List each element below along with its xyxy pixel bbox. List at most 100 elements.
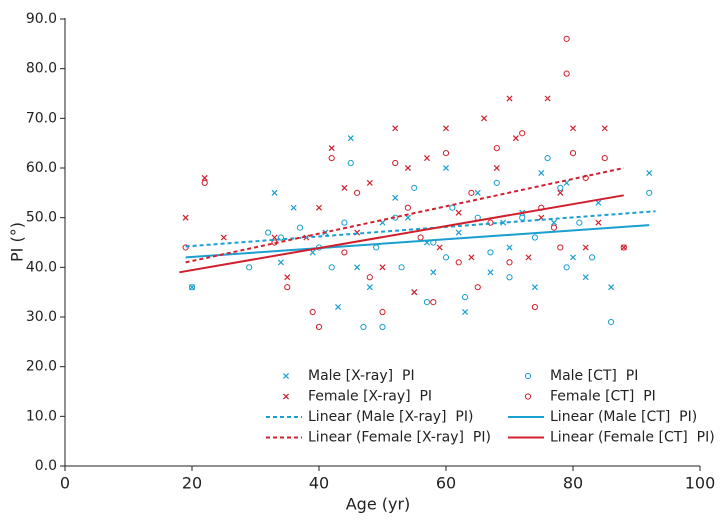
point	[201, 174, 208, 181]
point	[335, 304, 342, 311]
trend-line	[185, 210, 656, 248]
point	[277, 259, 284, 266]
point	[455, 209, 462, 216]
point	[550, 224, 558, 231]
point	[512, 135, 519, 142]
point	[282, 372, 290, 380]
point	[265, 229, 272, 236]
point	[271, 189, 278, 196]
point	[442, 150, 450, 157]
y-axis-label: PI (°)	[8, 222, 27, 262]
point	[506, 259, 513, 266]
point	[328, 145, 335, 152]
point	[354, 189, 361, 196]
point	[392, 194, 399, 201]
point	[557, 189, 564, 196]
point	[474, 189, 481, 196]
x-tick-label: 40	[309, 474, 329, 493]
point	[284, 274, 291, 281]
point	[595, 199, 602, 206]
point	[354, 264, 361, 271]
point	[569, 254, 577, 261]
point	[519, 130, 526, 137]
point	[519, 214, 526, 221]
point	[569, 150, 577, 157]
point	[563, 35, 570, 42]
point	[411, 289, 418, 296]
point	[347, 159, 354, 167]
point	[538, 169, 545, 176]
trend-line	[185, 224, 650, 259]
point	[531, 303, 539, 311]
point	[315, 323, 323, 331]
point	[290, 204, 297, 211]
point	[588, 254, 596, 261]
point	[341, 219, 348, 226]
point	[531, 234, 539, 241]
y-tick-label: 70.0	[26, 110, 57, 126]
point	[455, 229, 462, 236]
x-tick-label: 0	[60, 474, 70, 493]
point	[557, 184, 564, 191]
point	[563, 70, 570, 77]
point	[411, 184, 418, 191]
point	[487, 249, 494, 256]
point	[506, 244, 513, 251]
point	[493, 164, 500, 172]
point	[315, 204, 323, 211]
y-tick-label: 50.0	[26, 210, 57, 226]
point	[442, 125, 450, 132]
point	[347, 135, 354, 142]
point	[277, 234, 284, 241]
point	[525, 254, 532, 261]
point	[404, 214, 411, 221]
point	[373, 244, 380, 251]
point	[461, 294, 469, 301]
point	[506, 274, 513, 281]
legend-label: Male [CT] PI	[550, 368, 638, 384]
y-tick-label: 0.0	[35, 458, 57, 474]
y-tick-label: 90.0	[26, 11, 57, 27]
point	[430, 269, 437, 276]
point	[404, 164, 411, 172]
point	[379, 323, 386, 331]
legend-label: Female [CT] PI	[550, 389, 656, 405]
trend-line	[185, 167, 625, 264]
point	[493, 179, 500, 186]
point	[392, 159, 399, 167]
point	[557, 244, 564, 251]
point	[328, 154, 335, 162]
point	[646, 189, 653, 196]
point	[423, 155, 430, 162]
point	[404, 204, 411, 211]
point	[182, 214, 189, 221]
point	[246, 264, 253, 271]
point	[449, 204, 456, 211]
point	[544, 95, 551, 102]
point	[576, 219, 583, 226]
point	[423, 299, 431, 306]
point	[646, 169, 653, 176]
point	[436, 244, 443, 251]
point	[544, 154, 551, 162]
point	[341, 184, 348, 191]
point	[582, 274, 589, 281]
point	[601, 154, 608, 162]
point	[608, 318, 615, 326]
point	[531, 284, 538, 291]
point	[296, 224, 304, 231]
point	[188, 284, 196, 291]
y-tick-label: 40.0	[26, 259, 57, 275]
point	[366, 179, 373, 186]
point	[430, 299, 437, 306]
point	[601, 125, 608, 132]
point	[582, 244, 589, 251]
point	[474, 284, 481, 291]
point	[417, 234, 424, 241]
point	[366, 284, 373, 291]
point	[493, 145, 500, 152]
x-axis-label: Age (yr)	[346, 495, 411, 514]
point	[366, 274, 373, 281]
point	[360, 323, 367, 331]
